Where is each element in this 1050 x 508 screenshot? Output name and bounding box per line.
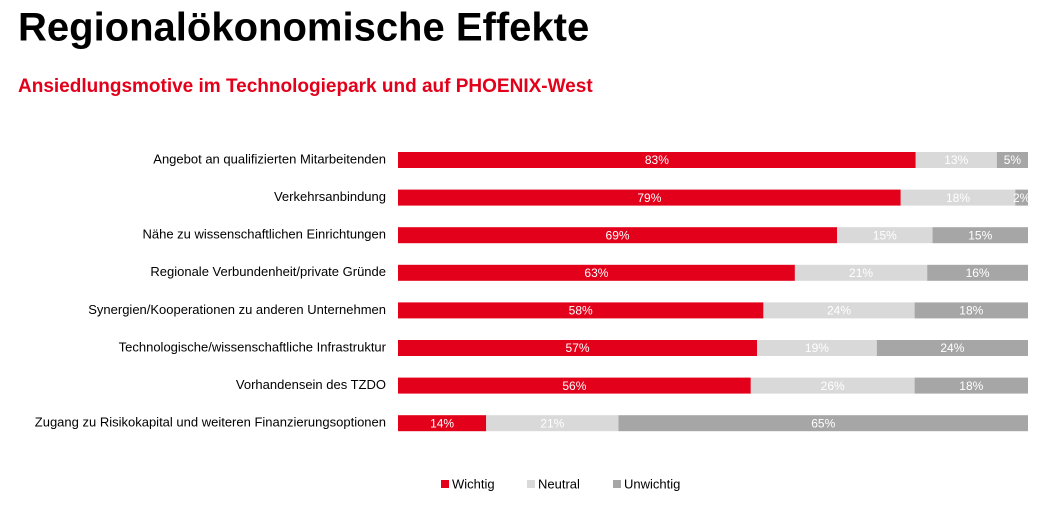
value-label: 15%	[873, 228, 897, 242]
slide-title: Regionalökonomische Effekte	[18, 6, 589, 50]
value-label: 69%	[606, 228, 630, 242]
category-label: Nähe zu wissenschaftlichen Einrichtungen	[142, 227, 386, 242]
bar-segment	[876, 340, 1028, 356]
legend-swatch	[613, 480, 621, 488]
value-label: 79%	[637, 191, 661, 205]
value-label: 16%	[966, 266, 990, 280]
legend-swatch	[527, 480, 535, 488]
bar-segment	[486, 415, 619, 432]
value-label: 65%	[811, 416, 835, 430]
legend-label: Neutral	[538, 476, 580, 491]
legend-label: Wichtig	[452, 476, 495, 491]
chart-subtitle: Ansiedlungsmotive im Technologiepark und…	[18, 76, 593, 97]
value-label: 24%	[827, 304, 851, 318]
bar-segment	[398, 377, 751, 394]
bar-segment	[914, 302, 1028, 319]
category-label: Verkehrsanbindung	[274, 189, 386, 204]
value-label: 15%	[968, 228, 992, 242]
value-label: 24%	[940, 341, 964, 355]
value-label: 56%	[562, 379, 586, 393]
category-label: Vorhandensein des TZDO	[236, 377, 386, 392]
bar-segment	[914, 377, 1028, 394]
bar-segment	[398, 152, 916, 168]
category-label: Regionale Verbundenheit/private Gründe	[150, 264, 386, 279]
bar-segment	[398, 189, 901, 206]
bar-segment	[1015, 189, 1028, 206]
category-label: Angebot an qualifizierten Mitarbeitenden	[153, 151, 386, 166]
bar-segment	[900, 189, 1016, 206]
bar-segment	[398, 227, 838, 244]
bar-segment	[398, 340, 758, 356]
value-label: 5%	[1004, 153, 1022, 167]
value-label: 21%	[849, 266, 873, 280]
value-label: 58%	[569, 304, 593, 318]
legend-label: Unwichtig	[624, 476, 680, 491]
value-label: 63%	[584, 266, 608, 280]
category-label: Technologische/wissenschaftliche Infrast…	[119, 339, 387, 354]
value-label: 13%	[944, 153, 968, 167]
value-label: 83%	[645, 153, 669, 167]
bar-segment	[618, 415, 1028, 432]
value-label: 14%	[430, 416, 454, 430]
bar-segment	[932, 227, 1028, 244]
bar-segment	[763, 302, 915, 319]
value-label: 18%	[959, 379, 983, 393]
bar-segment	[927, 264, 1028, 281]
value-label: 2%	[1013, 191, 1031, 205]
value-label: 19%	[805, 341, 829, 355]
value-label: 21%	[540, 416, 564, 430]
bar-segment	[996, 152, 1028, 168]
value-label: 18%	[946, 191, 970, 205]
bar-segment	[794, 264, 928, 281]
bar-segment	[398, 302, 764, 319]
value-label: 26%	[821, 379, 845, 393]
bar-segment	[750, 377, 915, 394]
legend-swatch	[441, 480, 449, 488]
value-label: 57%	[566, 341, 590, 355]
bar-segment	[398, 415, 487, 432]
bar-segment	[915, 152, 997, 168]
value-label: 18%	[959, 304, 983, 318]
bar-segment	[837, 227, 933, 244]
bar-segment	[757, 340, 877, 356]
category-label: Zugang zu Risikokapital und weiteren Fin…	[35, 415, 386, 430]
bar-segment	[398, 264, 795, 281]
category-label: Synergien/Kooperationen zu anderen Unter…	[88, 302, 386, 317]
